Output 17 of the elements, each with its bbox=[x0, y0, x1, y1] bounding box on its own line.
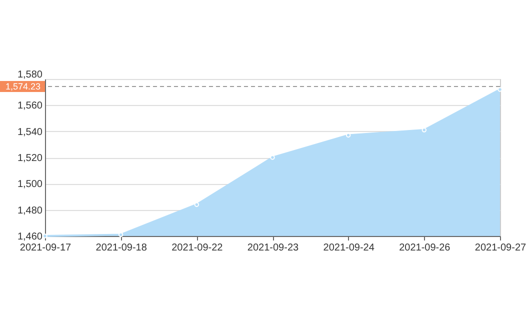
point bbox=[194, 202, 200, 207]
y-tick-label: 1,480 bbox=[17, 205, 43, 216]
y-tick-label: 1,460 bbox=[17, 232, 43, 242]
y-tick-label: 1,500 bbox=[17, 179, 43, 190]
x-tick-label: 2021-09-24 bbox=[323, 242, 375, 254]
x-tick-label: 2021-09-18 bbox=[96, 242, 148, 254]
y-tick-label: 1,560 bbox=[17, 100, 43, 112]
y-tick-label: 1,580 bbox=[17, 70, 43, 80]
y-tick-label: 1,520 bbox=[17, 153, 43, 164]
x-tick-label: 2021-09-27 bbox=[474, 242, 527, 254]
x-tick-label: 2021-09-23 bbox=[247, 242, 300, 254]
x-tick-label: 2021-09-22 bbox=[172, 242, 224, 254]
y-tick-label: 1,540 bbox=[17, 126, 43, 138]
ref-line-label: 1,574.23 bbox=[5, 82, 41, 92]
x-tick-label: 2021-09-17 bbox=[20, 242, 72, 254]
point bbox=[422, 128, 427, 132]
x-tick-label: 2021-09-26 bbox=[399, 242, 451, 254]
